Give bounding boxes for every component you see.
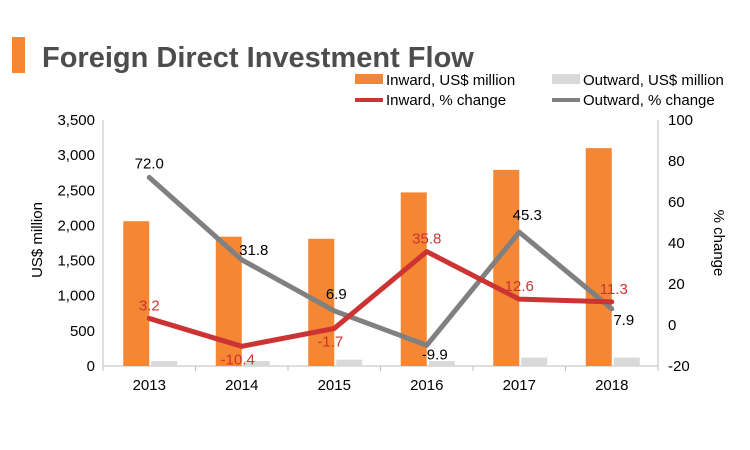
y-tick-label: 0 (87, 358, 95, 375)
line-inward-pct (146, 249, 615, 349)
plot-area: 0 500 1,000 1,500 2,000 2,500 3,000 3,500 -20 0 20… (57, 112, 693, 394)
data-label-outward-pct: 7.9 (613, 312, 634, 329)
legend-label-inward-line: Inward, % change (386, 92, 506, 109)
bar-outward (613, 357, 640, 366)
y2-tick-label: 80 (668, 153, 685, 170)
bar-inward (493, 169, 520, 366)
x-tick-label: 2016 (410, 377, 443, 394)
legend-swatch-inward-bar (355, 74, 383, 84)
data-label-outward-pct: 72.0 (135, 155, 164, 172)
bar-outward (151, 361, 178, 366)
y2-tick-label: -20 (668, 358, 690, 375)
bar-outward (336, 359, 363, 366)
bar-inward (585, 148, 612, 366)
y-tick-label: 3,500 (57, 112, 95, 129)
legend: Inward, US$ million Outward, US$ million… (355, 72, 724, 109)
y2-tick-label: 100 (668, 112, 693, 129)
data-label-outward-pct: 45.3 (513, 207, 542, 224)
legend-label-outward-bar: Outward, US$ million (583, 72, 724, 89)
title-accent-bar (12, 37, 25, 73)
data-label-outward-pct: -9.9 (422, 346, 448, 363)
x-tick-label: 2014 (225, 377, 258, 394)
data-label-outward-pct: 31.8 (239, 242, 268, 259)
x-tick-label: 2015 (318, 377, 351, 394)
x-tick-label: 2017 (503, 377, 536, 394)
data-label-inward-pct: 11.3 (600, 281, 628, 298)
y2-tick-label: 20 (668, 276, 685, 293)
y-axis-title: US$ million (29, 202, 46, 278)
data-label-inward-pct: 12.6 (505, 278, 534, 295)
data-label-inward-pct: 3.2 (139, 297, 160, 314)
y-tick-label: 1,000 (57, 288, 95, 305)
bar-outward (243, 361, 270, 366)
x-tick-label: 2013 (133, 377, 166, 394)
legend-label-outward-line: Outward, % change (583, 92, 715, 109)
y-tick-label: 2,000 (57, 217, 95, 234)
legend-label-inward-bar: Inward, US$ million (386, 72, 515, 89)
y-tick-label: 2,500 (57, 182, 95, 199)
y2-axis-title: % change (710, 210, 727, 277)
legend-swatch-outward-bar (552, 74, 580, 84)
data-label-inward-pct: 35.8 (412, 231, 441, 248)
line-outward-pct (146, 174, 615, 348)
data-label-inward-pct: -10.4 (221, 351, 255, 368)
y-tick-label: 1,500 (57, 253, 95, 270)
bar-inward (123, 221, 150, 366)
bar-outward (521, 357, 548, 366)
chart-title: Foreign Direct Investment Flow (42, 42, 474, 74)
y-tick-label: 3,000 (57, 147, 95, 164)
data-label-outward-pct: 6.9 (326, 286, 347, 303)
y2-tick-label: 60 (668, 194, 685, 211)
y2-tick-label: 40 (668, 235, 685, 252)
y2-tick-label: 0 (668, 317, 676, 334)
data-label-inward-pct: -1.7 (317, 333, 343, 350)
x-tick-label: 2018 (595, 377, 628, 394)
y-tick-label: 500 (70, 323, 95, 340)
bar-outward (428, 361, 455, 366)
